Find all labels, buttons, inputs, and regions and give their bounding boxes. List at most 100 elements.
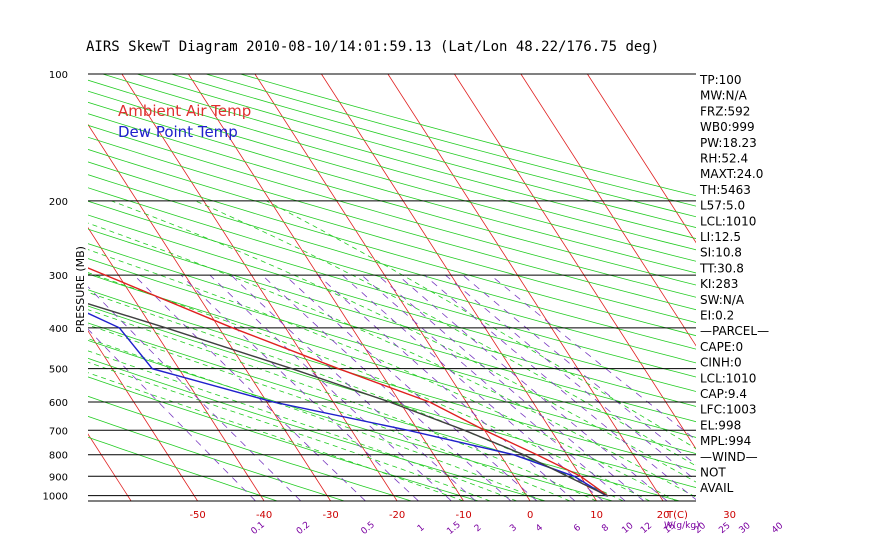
mixing-ratio-line [284,274,538,501]
bottom-temperature-ticks: -50 -40 -30 -20 -10 0 10 20 30 [189,510,736,521]
series-ambient-air-temp [88,267,609,497]
mixing-tick: 1 [416,523,427,534]
dry-adiabat-line [88,174,696,350]
mixing-tick: 3 [508,523,519,534]
pressure-tick-700: 700 [49,426,68,437]
pressure-tick-300: 300 [49,271,68,282]
moist-adiabat-line [88,249,677,501]
dry-adiabat-line [88,339,613,501]
legend-ambient-air-temp: Ambient Air Temp [118,102,251,120]
moist-adiabat-line [266,200,696,450]
mixing-ratio-line [490,274,696,441]
mixing-ratio-line [133,274,366,501]
index-item: SW:N/A [700,293,745,307]
index-item: TH:5463 [699,183,751,197]
series-parcel [88,302,609,497]
mixing-ratio-line [462,274,696,466]
dry-adiabat-line [88,258,696,438]
index-item: WB0:999 [700,120,755,134]
moist-adiabat-line [88,372,464,501]
mixing-tick: 0.1 [250,520,267,537]
index-item: RH:52.4 [700,152,748,166]
bottom-tick: -50 [189,510,205,521]
dry-adiabat-line [88,79,696,251]
bottom-tick: 30 [723,510,736,521]
mixing-ratio-line [230,274,476,501]
moist-adiabat-line [88,338,544,501]
dry-adiabat-line [88,90,696,262]
index-item: TT:30.8 [699,261,744,275]
dry-adiabat-line [88,187,696,364]
bottom-axis-label: T(C) [666,510,688,521]
dry-adiabat-line [136,74,696,228]
isotherm-line [454,74,696,450]
dry-adiabat-line [205,74,696,207]
moist-adiabat-line [88,272,650,501]
dry-adiabat-line [88,273,696,455]
index-item: NOT [700,466,726,480]
mixing-ratio-line [445,274,696,481]
index-item: CINH:0 [700,356,742,370]
mixing-tick: 6 [572,523,583,535]
dry-adiabat-line [88,161,696,337]
mixing-tick: 4 [534,523,545,535]
index-item: AVAIL [700,481,734,495]
chart-title: AIRS SkewT Diagram 2010-08-10/14:01:59.1… [86,39,659,55]
dry-adiabat-line [88,148,696,323]
mixing-ratio-line [88,286,302,501]
bottom-tick: 20 [657,510,670,521]
mixing-ratio-line [342,274,604,501]
dry-adiabat-line [88,376,479,501]
isotherm-line [587,74,696,244]
index-item: CAPE:0 [700,340,743,354]
moist-adiabat-line [88,222,696,498]
mixing-tick: 0.5 [360,520,377,537]
mixing-tick: 0.2 [295,520,312,537]
index-item: LI:12.5 [700,230,741,244]
index-item: EL:998 [700,418,741,432]
isotherm-line [387,74,664,501]
isobar-lines [88,200,696,497]
dry-adiabat-line [88,214,696,392]
index-item: —WIND— [700,450,758,464]
index-item: MPL:994 [700,434,751,448]
pressure-tick-900: 900 [49,472,68,483]
mixing-tick: 12 [639,521,654,536]
pressure-tick-100: 100 [49,70,68,81]
dry-adiabat-line [88,395,412,501]
dry-adiabat-line [88,136,696,311]
mixing-axis-label: W(g/kg) [664,521,700,531]
dry-adiabat-line [88,243,696,423]
bottom-tick: -30 [322,510,338,521]
dry-adiabat-line [88,101,696,274]
dry-adiabat-line [88,113,696,286]
bottom-tick: -40 [256,510,272,521]
dry-adiabat-line [88,436,278,501]
bottom-tick: 10 [590,510,603,521]
y-axis-label: PRESSURE (MB) [74,246,87,333]
pressure-tick-500: 500 [49,365,68,376]
dry-adiabat-line [171,74,696,218]
mixing-tick: 8 [600,523,611,535]
mixing-ratio-ticks: 0.1 0.2 0.5 1 1.5 2 3 4 6 8 10 12 15 20 25 30 40 [250,520,786,537]
moist-adiabat-line [195,200,696,467]
mixing-tick: 10 [620,521,635,536]
dry-adiabat-line [88,124,696,298]
index-item: TP:100 [699,73,742,87]
pressure-tick-600: 600 [49,398,68,409]
mixing-tick: 30 [738,521,753,536]
index-item: LCL:1010 [700,371,756,385]
index-item: CAP:9.4 [700,387,747,401]
moist-adiabat-line [88,324,571,501]
moist-adiabat-line [88,291,624,501]
mixing-ratio-line [261,274,512,501]
index-item: L57:5.0 [700,199,745,213]
mixing-tick: 25 [717,521,732,536]
mixing-tick: 40 [770,521,785,536]
index-item: PW:18.23 [700,136,757,150]
mixing-tick: 2 [473,523,484,534]
isotherm-line [321,74,597,501]
bottom-tick: -10 [455,510,471,521]
